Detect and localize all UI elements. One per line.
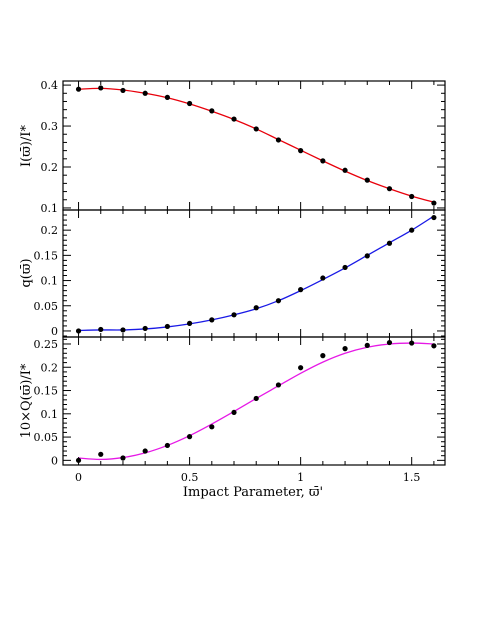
data-point (164, 323, 170, 330)
data-point (275, 382, 282, 388)
data-point (431, 343, 437, 349)
data-point (120, 327, 126, 333)
y-tick-label: 0.25 (34, 338, 59, 351)
y-tick-label: 0.1 (41, 408, 59, 421)
y-axis-label-stokes-q: 10×Q(ϖ̄)/I* (19, 363, 34, 438)
y-tick-label: 0.15 (34, 249, 59, 262)
data-point (186, 320, 193, 326)
y-axis-label-polarization: q(ϖ̄) (19, 258, 34, 287)
data-point (164, 94, 170, 100)
data-point (298, 287, 304, 293)
panel-linear-polarization: 0 0.05 0.1 0.15 0.2 (34, 209, 446, 338)
y-tick-label: 0.3 (41, 120, 59, 133)
y-tick-label: 0 (51, 454, 58, 467)
data-point (120, 87, 126, 94)
data-point (120, 455, 126, 461)
y-tick-label: 0.2 (41, 161, 59, 174)
y-axis-label-intensity: I(ϖ̄)/I* (19, 125, 34, 167)
model-curve-polarization (78, 215, 435, 332)
model-curve-intensity (78, 87, 435, 203)
data-point (98, 326, 104, 333)
data-point (386, 339, 393, 346)
frame-stokes-q (62, 336, 446, 466)
data-point (142, 325, 148, 332)
data-point (231, 409, 237, 416)
data-point (342, 264, 348, 271)
data-point (75, 86, 82, 92)
data-point (364, 177, 370, 183)
y-tick-label: 0.2 (41, 361, 59, 374)
data-point (253, 395, 259, 402)
data-point (75, 328, 82, 334)
data-point (209, 108, 215, 114)
y-tick-label: 0.1 (41, 202, 59, 215)
data-point (186, 434, 193, 440)
y-tick-label: 0.05 (34, 431, 59, 444)
data-point (209, 317, 215, 323)
data-point (409, 227, 415, 233)
y-tick-label: 0.2 (41, 224, 59, 237)
panel-intensity: 0.1 0.2 0.3 0.4 (41, 79, 446, 215)
model-curve-stokes-q (78, 342, 434, 461)
data-point (320, 275, 326, 281)
data-point (253, 305, 259, 311)
data-point (320, 353, 326, 359)
data-point (186, 100, 193, 107)
data-point (409, 193, 415, 200)
frame-polarization (62, 209, 446, 338)
x-tick-label: 0 (75, 471, 82, 484)
data-point (364, 342, 370, 348)
data-point (298, 365, 304, 371)
data-point (231, 312, 237, 318)
data-point (209, 424, 215, 430)
y-tick-label: 0.1 (41, 275, 59, 288)
data-point (275, 298, 282, 304)
data-point (364, 253, 370, 259)
x-tick-label: 1 (297, 471, 304, 484)
data-point (142, 90, 148, 96)
data-point (275, 137, 282, 143)
y-tick-label: 0 (51, 325, 58, 338)
data-point (298, 148, 304, 154)
x-axis-label: Impact Parameter, ϖ̄' (183, 485, 323, 500)
data-point (98, 85, 104, 91)
frame-intensity (62, 80, 446, 211)
data-point (431, 200, 437, 206)
data-point (75, 457, 82, 463)
data-point (386, 186, 393, 192)
data-point (386, 240, 393, 246)
data-point (342, 167, 348, 173)
data-point (320, 158, 326, 164)
data-point (431, 214, 437, 221)
data-point (98, 451, 104, 457)
data-point (231, 116, 237, 122)
y-tick-label: 0.05 (34, 300, 59, 313)
data-point (142, 448, 148, 454)
x-tick-label: 1.5 (403, 471, 421, 484)
data-point (164, 442, 170, 449)
data-point (342, 346, 348, 352)
panel-stokes-q: 0 0.05 0.1 0.15 0.2 0.25 0 0.5 1 1.5 (34, 336, 446, 484)
y-tick-label: 0.4 (41, 79, 59, 92)
data-point (253, 126, 259, 132)
x-tick-label: 0.5 (181, 471, 199, 484)
data-point (409, 340, 415, 346)
y-tick-label: 0.15 (34, 385, 59, 398)
